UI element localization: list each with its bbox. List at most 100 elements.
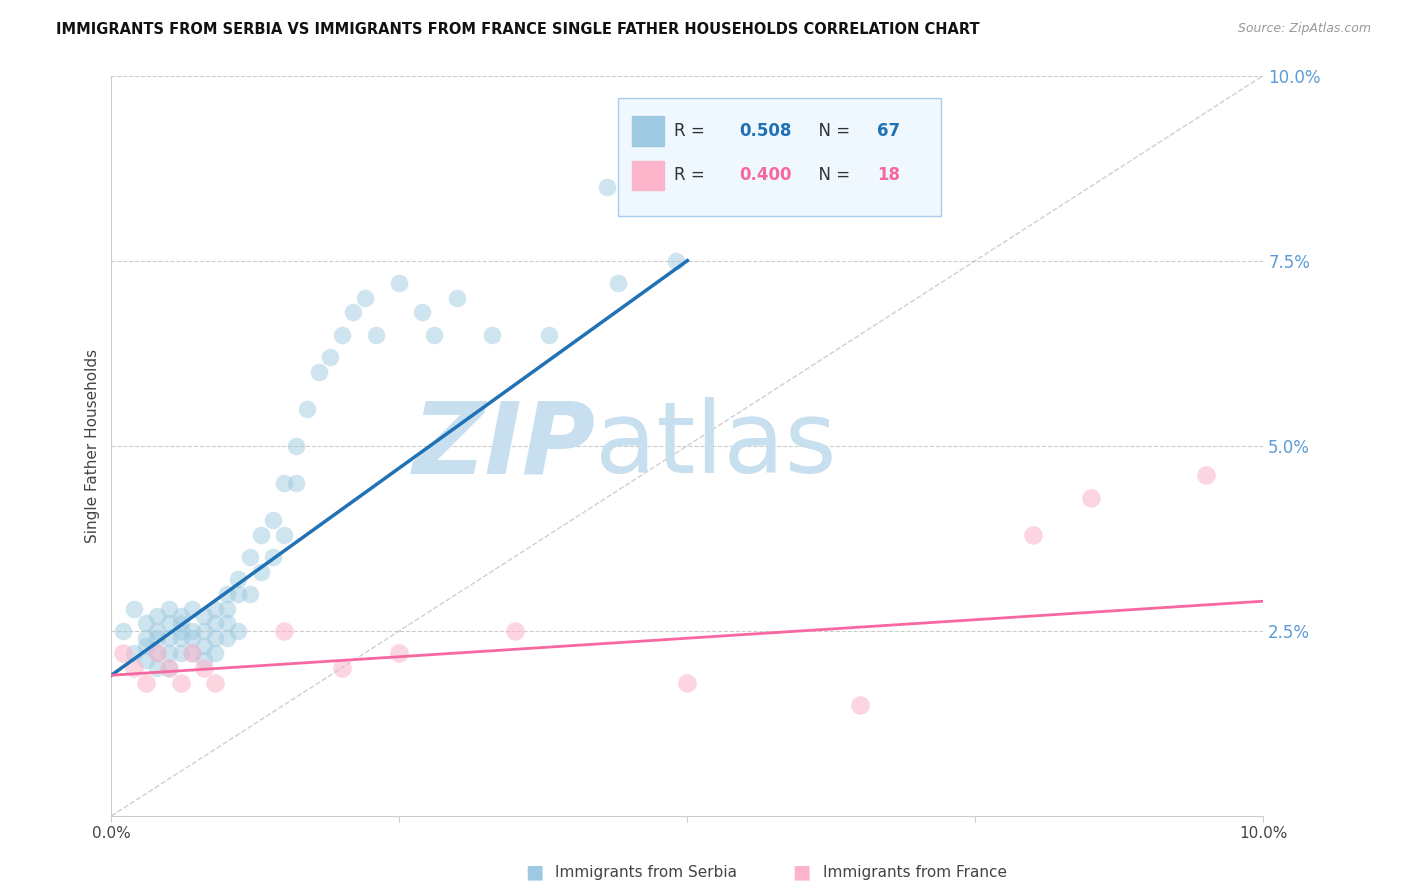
Point <box>215 601 238 615</box>
Point <box>204 616 226 631</box>
Point <box>273 624 295 638</box>
FancyBboxPatch shape <box>633 161 665 190</box>
Point <box>1022 527 1045 541</box>
Point <box>193 639 215 653</box>
Point <box>135 653 157 667</box>
Point <box>226 572 249 586</box>
Point <box>330 661 353 675</box>
Point <box>157 601 180 615</box>
Point <box>250 565 273 579</box>
Point <box>388 646 411 660</box>
Point <box>146 661 169 675</box>
Point <box>169 631 191 645</box>
Point <box>157 616 180 631</box>
Point <box>1080 491 1102 505</box>
Point <box>262 549 284 564</box>
Point <box>135 639 157 653</box>
Point <box>169 616 191 631</box>
Point <box>297 401 319 416</box>
Text: 0.508: 0.508 <box>740 122 792 140</box>
Point <box>181 646 204 660</box>
Text: R =: R = <box>673 167 710 185</box>
Point <box>250 527 273 541</box>
Point <box>111 624 134 638</box>
Point <box>157 661 180 675</box>
Text: Immigrants from France: Immigrants from France <box>823 865 1007 880</box>
Point <box>226 624 249 638</box>
Point <box>665 253 688 268</box>
Point <box>204 601 226 615</box>
Point <box>849 698 872 712</box>
Point <box>676 675 699 690</box>
Point <box>157 661 180 675</box>
FancyBboxPatch shape <box>619 98 941 216</box>
Text: Source: ZipAtlas.com: Source: ZipAtlas.com <box>1237 22 1371 36</box>
Point <box>124 601 146 615</box>
Point <box>330 327 353 342</box>
Point <box>388 276 411 290</box>
Point <box>538 327 561 342</box>
Point <box>193 609 215 624</box>
Point <box>481 327 503 342</box>
Text: Immigrants from Serbia: Immigrants from Serbia <box>555 865 737 880</box>
Point <box>146 646 169 660</box>
Point <box>1195 468 1218 483</box>
Point <box>157 646 180 660</box>
Point <box>169 609 191 624</box>
Point <box>273 475 295 490</box>
Text: N =: N = <box>808 122 856 140</box>
Point <box>239 549 262 564</box>
FancyBboxPatch shape <box>633 116 665 146</box>
Point <box>193 661 215 675</box>
Point <box>319 350 342 364</box>
Text: ■: ■ <box>792 863 811 882</box>
Point <box>342 305 364 319</box>
Point <box>607 276 630 290</box>
Point <box>181 601 204 615</box>
Point <box>169 646 191 660</box>
Point <box>135 675 157 690</box>
Text: atlas: atlas <box>595 397 837 494</box>
Point <box>596 179 619 194</box>
Point <box>146 609 169 624</box>
Text: 67: 67 <box>877 122 901 140</box>
Point <box>239 587 262 601</box>
Point <box>181 631 204 645</box>
Point <box>215 631 238 645</box>
Point <box>157 631 180 645</box>
Point <box>193 624 215 638</box>
Point <box>124 646 146 660</box>
Point <box>146 624 169 638</box>
Text: ■: ■ <box>524 863 544 882</box>
Point <box>181 624 204 638</box>
Text: R =: R = <box>673 122 710 140</box>
Text: N =: N = <box>808 167 856 185</box>
Text: IMMIGRANTS FROM SERBIA VS IMMIGRANTS FROM FRANCE SINGLE FATHER HOUSEHOLDS CORREL: IMMIGRANTS FROM SERBIA VS IMMIGRANTS FRO… <box>56 22 980 37</box>
Point <box>366 327 388 342</box>
Point <box>284 475 307 490</box>
Y-axis label: Single Father Households: Single Father Households <box>86 349 100 542</box>
Point <box>146 646 169 660</box>
Point <box>262 513 284 527</box>
Point <box>204 631 226 645</box>
Point <box>181 646 204 660</box>
Point <box>135 616 157 631</box>
Text: 18: 18 <box>877 167 900 185</box>
Point <box>446 291 468 305</box>
Point <box>353 291 375 305</box>
Point <box>204 646 226 660</box>
Point <box>169 624 191 638</box>
Point <box>215 587 238 601</box>
Point <box>124 661 146 675</box>
Point <box>503 624 526 638</box>
Point <box>411 305 433 319</box>
Point <box>215 616 238 631</box>
Point <box>193 653 215 667</box>
Text: 0.400: 0.400 <box>740 167 792 185</box>
Point <box>226 587 249 601</box>
Point <box>146 631 169 645</box>
Point <box>169 675 191 690</box>
Point <box>284 439 307 453</box>
Point <box>111 646 134 660</box>
Point <box>135 631 157 645</box>
